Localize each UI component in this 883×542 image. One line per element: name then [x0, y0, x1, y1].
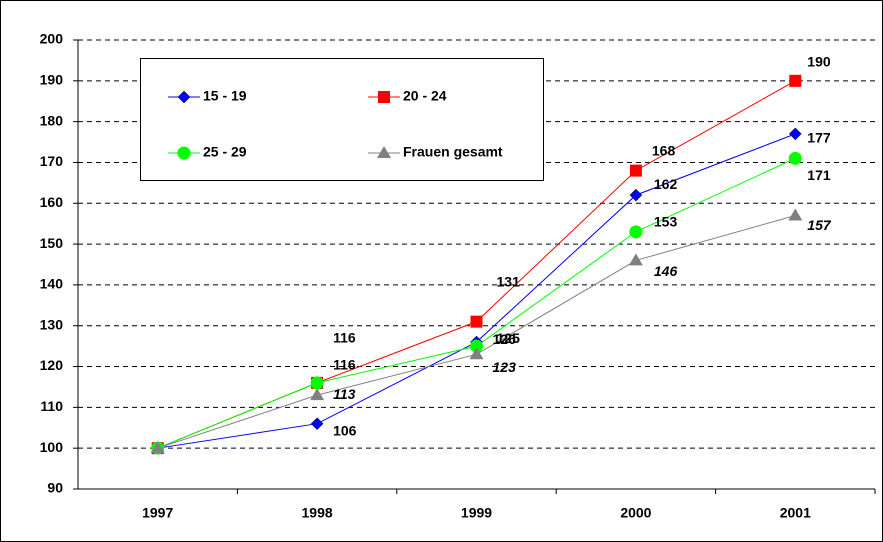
y-tick-label: 190 — [40, 72, 64, 88]
marker — [177, 90, 191, 104]
marker — [378, 91, 390, 103]
y-tick-label: 120 — [40, 357, 64, 373]
marker — [469, 347, 484, 360]
data-label: 131 — [497, 273, 521, 289]
legend-label: 25 - 29 — [203, 144, 247, 160]
marker — [310, 388, 325, 401]
data-label: 153 — [654, 214, 678, 230]
marker — [470, 315, 483, 328]
y-tick-label: 160 — [40, 194, 64, 210]
y-tick-label: 180 — [40, 112, 64, 128]
x-tick-label: 1997 — [142, 505, 173, 521]
legend-label: Frauen gesamt — [403, 144, 503, 160]
plot: 106 126 162 177 116 131 168 190 116 125 153 171 113 1… — [150, 54, 832, 455]
y-tick-label: 130 — [40, 316, 64, 332]
marker — [377, 146, 391, 158]
data-label: 116 — [333, 330, 356, 346]
marker — [788, 127, 802, 141]
x-tick-label: 1999 — [461, 505, 492, 521]
data-label: 113 — [333, 386, 356, 402]
data-label: 168 — [652, 142, 676, 158]
grid: 90 100 110 120 130 140 150 160 170 180 190 200 1997 1… — [40, 31, 876, 521]
y-tick-label: 90 — [47, 480, 63, 496]
data-label: 123 — [493, 359, 517, 375]
marker — [310, 417, 324, 431]
y-tick-label: 170 — [40, 153, 64, 169]
data-label: 171 — [807, 167, 831, 183]
marker — [788, 208, 803, 221]
marker — [150, 441, 165, 454]
marker — [788, 151, 802, 165]
x-tick-label: 2001 — [780, 505, 811, 521]
y-tick-label: 200 — [40, 31, 64, 47]
y-tick-label: 150 — [40, 235, 64, 251]
data-label: 177 — [807, 130, 831, 146]
data-label: 125 — [497, 330, 521, 346]
data-label: 146 — [654, 263, 678, 279]
y-tick-label: 100 — [40, 439, 64, 455]
y-tick-label: 140 — [40, 276, 64, 292]
legend-box — [140, 58, 544, 181]
marker — [470, 339, 483, 353]
marker — [629, 188, 643, 202]
data-label: 116 — [333, 357, 356, 373]
marker — [310, 376, 324, 390]
x-tick-label: 1998 — [302, 505, 333, 521]
marker — [629, 164, 642, 177]
data-label: 190 — [807, 54, 831, 70]
marker — [177, 146, 191, 160]
x-tick-label: 2000 — [620, 505, 651, 521]
legend-label: 15 - 19 — [203, 88, 247, 104]
data-label: 162 — [654, 176, 678, 192]
data-label: 126 — [493, 331, 517, 347]
data-label: 106 — [333, 422, 357, 438]
data-label: 157 — [807, 217, 832, 233]
legend-label: 20 - 24 — [403, 88, 447, 104]
y-tick-label: 110 — [40, 398, 63, 414]
marker — [789, 74, 802, 87]
marker — [629, 225, 643, 239]
legend: 15 - 19 20 - 24 25 - 29 Frauen gesamt — [168, 88, 503, 160]
marker — [628, 253, 643, 266]
